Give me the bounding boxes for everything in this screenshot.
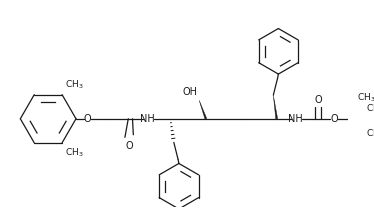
- Text: O: O: [330, 114, 338, 124]
- Text: OH: OH: [183, 87, 197, 97]
- Text: CH$_3$: CH$_3$: [366, 127, 374, 140]
- Text: CH$_3$: CH$_3$: [357, 91, 374, 104]
- Text: NH: NH: [140, 114, 155, 124]
- Text: CH$_3$: CH$_3$: [65, 79, 83, 91]
- Text: O: O: [125, 141, 133, 151]
- Text: O: O: [83, 114, 91, 124]
- Polygon shape: [199, 100, 207, 119]
- Text: CH$_3$: CH$_3$: [366, 102, 374, 115]
- Polygon shape: [273, 95, 278, 119]
- Text: NH: NH: [288, 114, 303, 124]
- Text: CH$_3$: CH$_3$: [65, 146, 83, 159]
- Text: O: O: [314, 95, 322, 105]
